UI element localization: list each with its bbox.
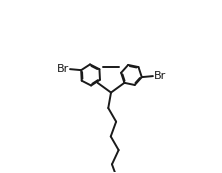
Text: Br: Br: [57, 64, 69, 74]
Text: Br: Br: [154, 71, 166, 81]
